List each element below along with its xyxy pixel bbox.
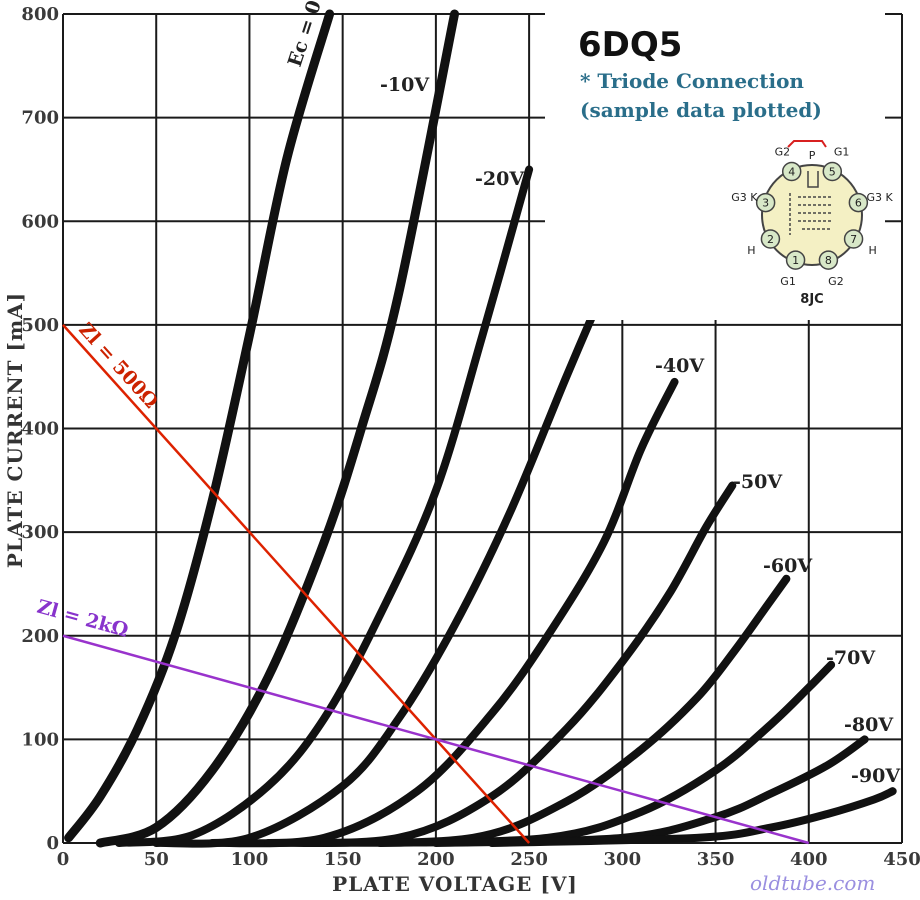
curve-series <box>114 165 534 847</box>
y-axis-title: PLATE CURRENT [mA] <box>3 292 27 568</box>
x-tick-label: 200 <box>417 849 455 870</box>
x-tick-label: 150 <box>324 849 362 870</box>
curve-label: -50V <box>733 471 783 493</box>
y-tick-label: 500 <box>21 315 59 336</box>
curve-series <box>64 9 335 843</box>
y-tick-label: 0 <box>46 833 59 854</box>
socket-pin-name: H <box>747 244 755 257</box>
socket-pin <box>822 161 843 182</box>
curve-label: -90V <box>851 765 901 787</box>
socket-pin-name: G3 K <box>866 191 893 204</box>
socket-pin-number: 5 <box>829 165 836 178</box>
socket-pin <box>818 250 839 270</box>
tube-subtitle: * Triode Connection <box>580 69 804 93</box>
curve-label: -10V <box>380 74 430 96</box>
x-tick-label: 100 <box>231 849 269 870</box>
socket-pin-name: G3 K <box>731 191 758 204</box>
tick-labels: 0 50 100 150 200 250 300 350 400 4500100200300400… <box>21 4 920 870</box>
x-tick-label: 350 <box>697 849 735 870</box>
socket-pin <box>755 192 776 213</box>
curve-label: -80V <box>844 714 894 736</box>
socket-pin-name: H <box>868 244 876 257</box>
y-tick-label: 600 <box>21 211 59 232</box>
x-tick-label: 450 <box>883 849 920 870</box>
tube-subtitle-2: (sample data plotted) <box>580 98 822 122</box>
x-tick-label: 50 <box>144 849 169 870</box>
socket-pin-number: 8 <box>825 254 832 267</box>
socket-pin-number: 4 <box>788 165 795 178</box>
load-line <box>62 324 531 844</box>
x-tick-label: 400 <box>790 849 828 870</box>
y-tick-label: 300 <box>21 522 59 543</box>
curve-series <box>208 377 679 848</box>
top-cap-label: P <box>809 149 816 162</box>
socket-pin-number: 7 <box>850 233 857 246</box>
watermark: oldtube.com <box>750 871 875 895</box>
socket-pin-number: 3 <box>762 197 769 210</box>
socket-pin-number: 2 <box>767 233 774 246</box>
socket-base-label: 8JC <box>800 292 823 307</box>
socket-pin <box>781 161 802 182</box>
curve-series <box>95 9 460 848</box>
tube-title: 6DQ5 <box>578 25 682 65</box>
y-tick-label: 800 <box>21 4 59 25</box>
x-tick-label: 0 <box>57 849 70 870</box>
socket-pin-number: 1 <box>792 254 799 267</box>
x-axis-title: PLATE VOLTAGE [V] <box>332 872 578 896</box>
load-line-label: Zl = 500Ω <box>74 319 162 413</box>
curve-label: -70V <box>826 647 876 669</box>
curve-series <box>487 787 897 847</box>
socket-pin-number: 6 <box>855 197 862 210</box>
y-tick-label: 400 <box>21 419 59 440</box>
curve-label: -40V <box>655 355 705 377</box>
curve-label: -60V <box>763 555 813 577</box>
y-tick-label: 700 <box>21 108 59 129</box>
socket-pin-name: G1 <box>834 146 850 159</box>
y-tick-label: 100 <box>21 729 59 750</box>
socket-pin-name: G1 <box>780 275 796 288</box>
socket-pin <box>785 250 806 270</box>
socket-pin <box>760 229 781 249</box>
x-tick-label: 300 <box>604 849 642 870</box>
socket-pin <box>848 192 869 213</box>
curve-label: -20V <box>475 168 525 190</box>
curve-series <box>264 481 737 848</box>
x-tick-label: 250 <box>510 849 548 870</box>
socket-pin-name: G2 <box>828 275 844 288</box>
curve-series <box>152 263 618 848</box>
socket-pin-name: G2 <box>775 146 791 159</box>
load-line <box>62 634 810 845</box>
socket-pin <box>843 229 864 249</box>
y-tick-label: 200 <box>21 626 59 647</box>
